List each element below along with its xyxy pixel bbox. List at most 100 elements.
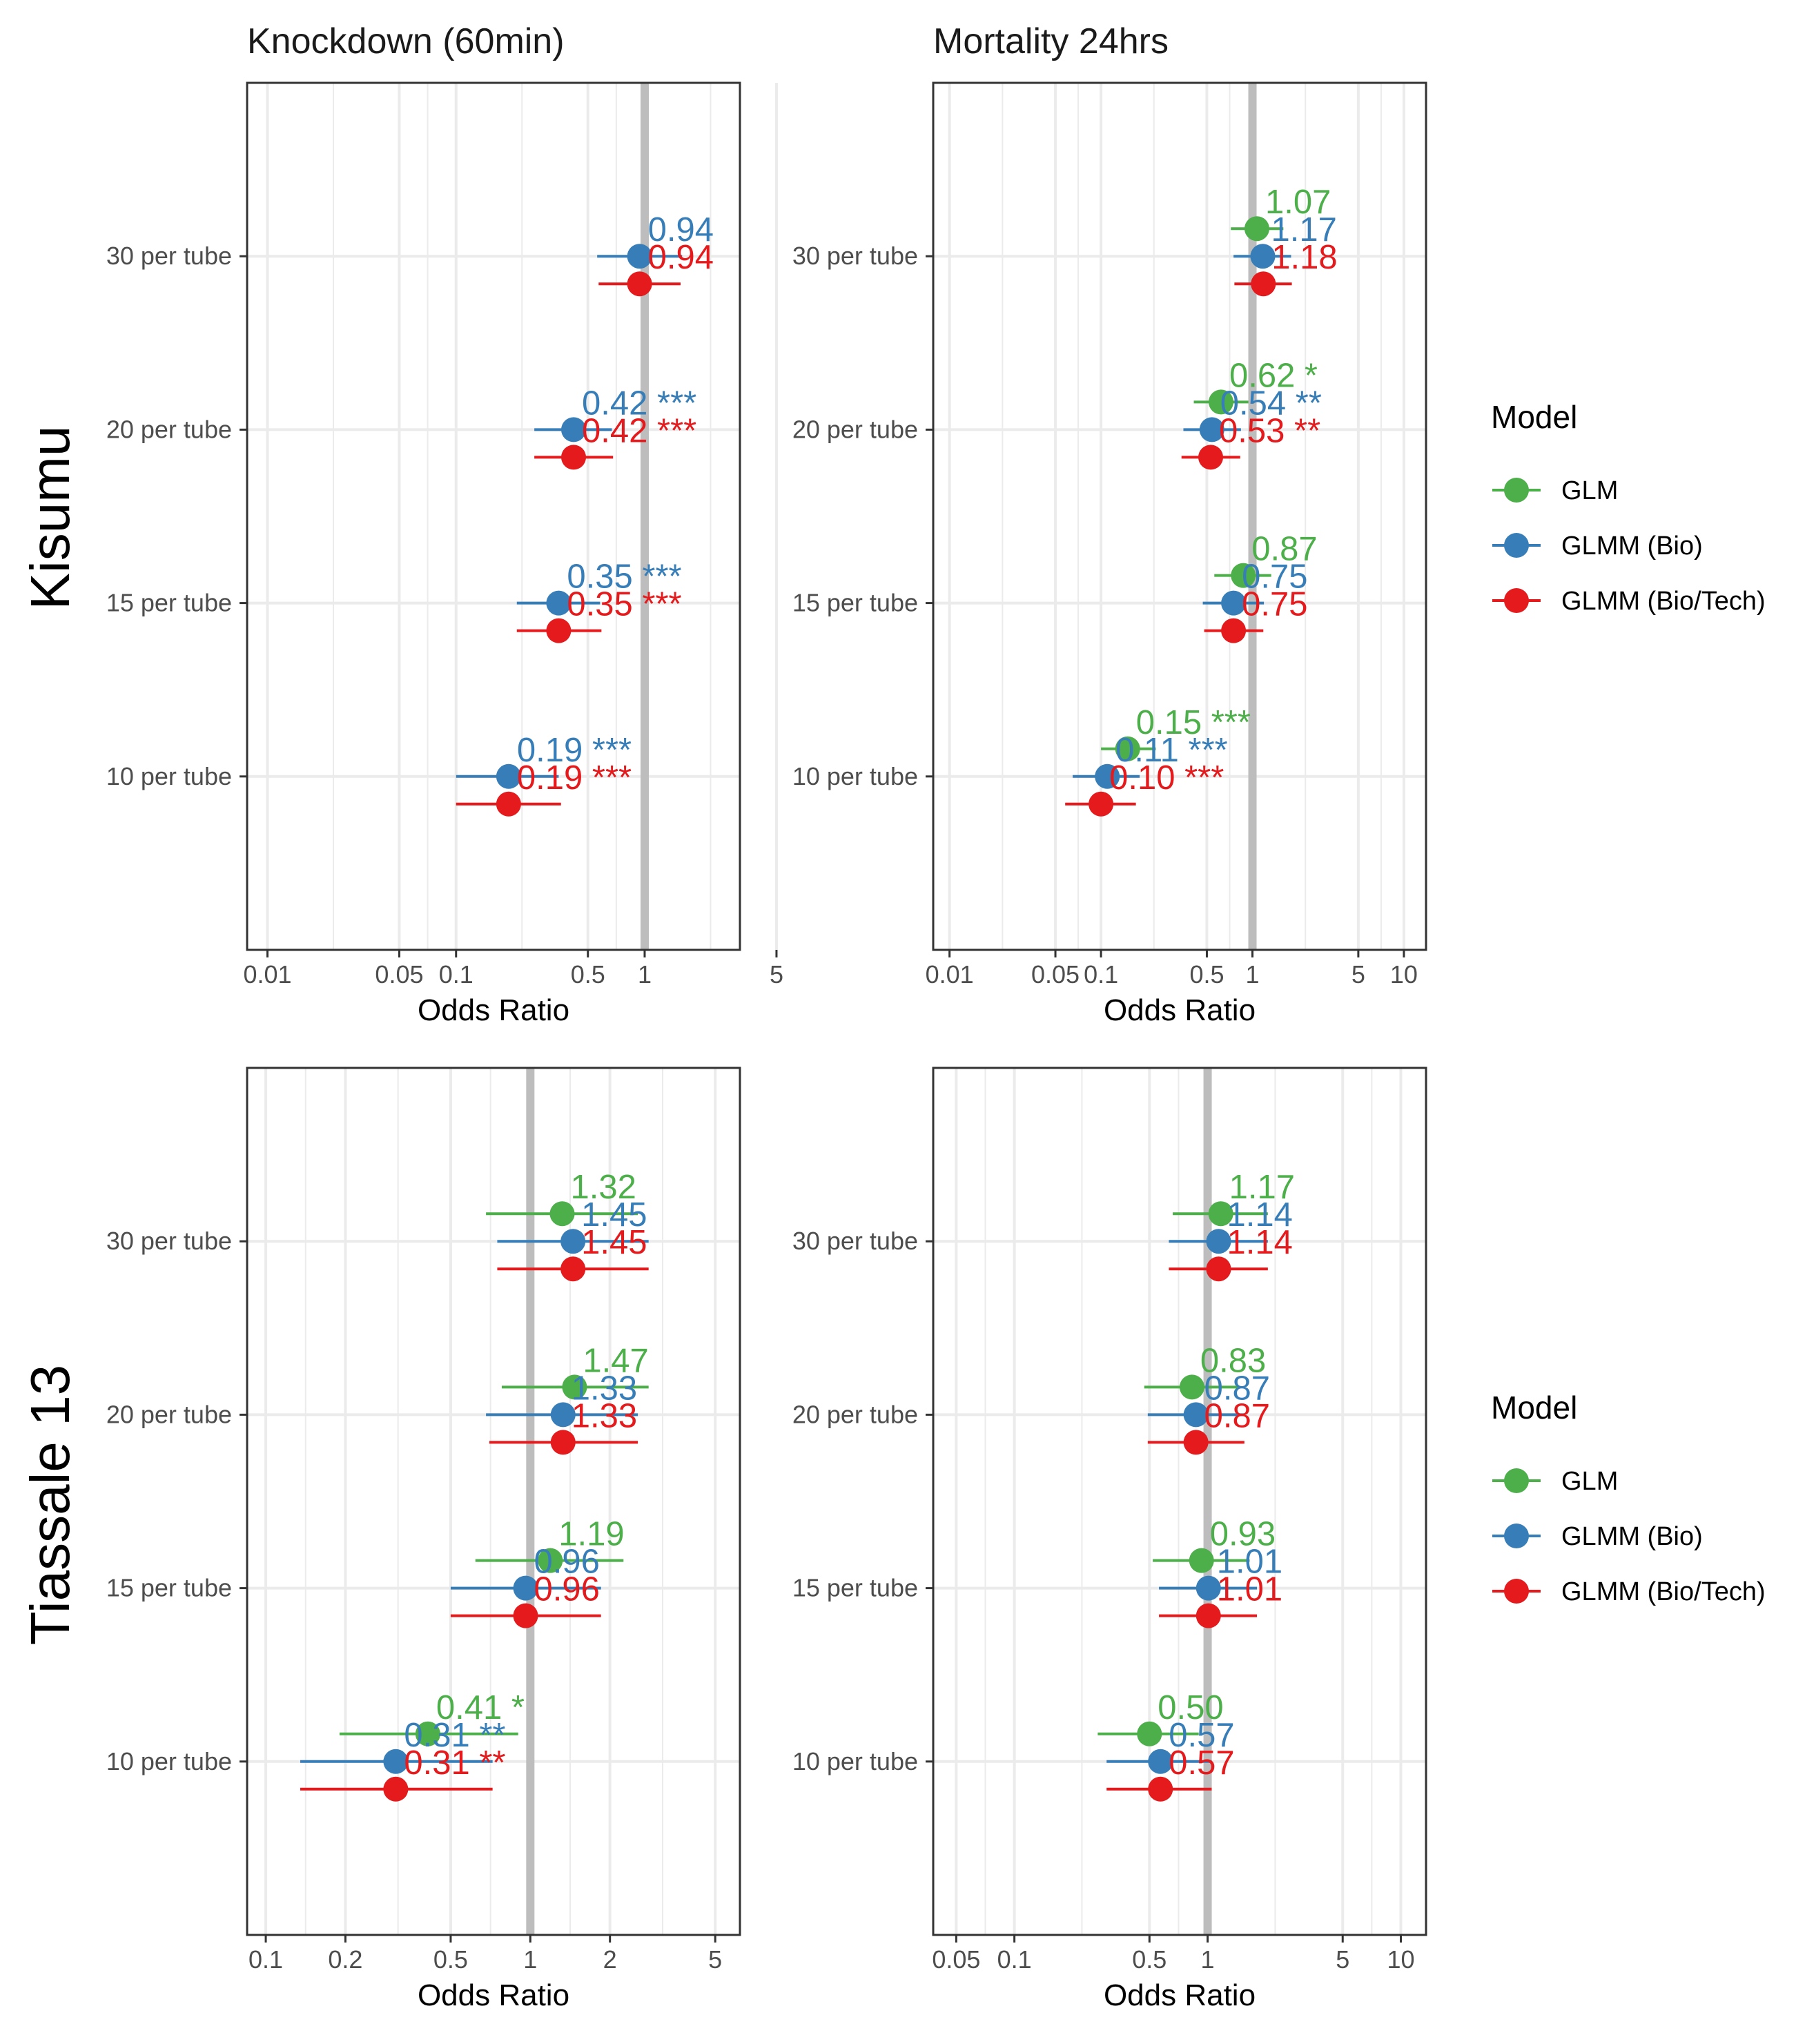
point-glmm-bio: [560, 1229, 586, 1254]
x-axis-title: Odds Ratio: [1104, 1978, 1256, 2012]
point-glmm-bio-tech: [561, 445, 587, 470]
point-glmm-bio: [1148, 1749, 1173, 1774]
estimate-label-glmm-bio-tech: 0.75: [1242, 586, 1307, 623]
legend-key-dot: [1504, 478, 1529, 503]
estimate-label-glmm-bio-tech: 0.31 **: [404, 1744, 505, 1782]
point-glmm-bio-tech: [1206, 1256, 1231, 1282]
column-title-mortality: Mortality 24hrs: [933, 21, 1169, 61]
point-glm: [1208, 1201, 1233, 1227]
point-glmm-bio-tech: [1195, 1603, 1221, 1628]
column-title-knockdown: Knockdown (60min): [247, 21, 565, 61]
estimate-label-glmm-bio: 0.54 **: [1220, 385, 1322, 422]
estimate-label-glmm-bio: 0.96: [534, 1544, 600, 1581]
estimate-label-glmm-bio-tech: 1.14: [1227, 1224, 1293, 1261]
point-glmm-bio: [383, 1749, 409, 1774]
estimate-label-glmm-bio-tech: 1.18: [1271, 239, 1337, 276]
x-tick-label: 0.1: [439, 960, 474, 989]
point-glmm-bio: [1206, 1229, 1231, 1254]
estimate-label-glmm-bio-tech: 0.57: [1169, 1744, 1234, 1782]
point-glmm-bio: [1095, 763, 1120, 789]
estimate-label-glm: 0.87: [1251, 531, 1317, 568]
x-tick-label: 5: [1351, 960, 1365, 989]
point-glm: [1179, 1374, 1204, 1400]
legend-label-glm: GLM: [1561, 476, 1618, 505]
panel-tiassale-mortality: 1.17 0.83 0.93 0.50 1.14 0.87 1.01 0.57 1.14 0.87…: [792, 1067, 1427, 2012]
legend-kisumu: Model GLM GLMM (Bio) GLMM (Bio/Tech): [1491, 399, 1766, 616]
legend-key-dot: [1504, 1524, 1529, 1548]
point-glm: [538, 1548, 563, 1573]
x-axis-title: Odds Ratio: [1104, 993, 1256, 1027]
x-tick-label: 0.1: [248, 1945, 283, 1974]
estimate-label-glmm-bio-tech: 1.01: [1217, 1571, 1282, 1608]
panel-border: [932, 81, 1427, 951]
panel-background: [247, 1068, 740, 1935]
estimate-label-glm: 1.07: [1265, 184, 1331, 221]
estimate-label-glm: 1.47: [583, 1342, 648, 1379]
y-tick-label: 30 per tube: [106, 242, 232, 270]
estimate-label-glm: 0.62 *: [1229, 357, 1318, 394]
point-glmm-bio: [546, 590, 572, 616]
legend-tiassale: Model GLM GLMM (Bio) GLMM (Bio/Tech): [1491, 1390, 1766, 1606]
estimate-label-glmm-bio: 1.17: [1271, 211, 1336, 249]
x-axis-title: Odds Ratio: [418, 993, 569, 1027]
point-glmm-bio-tech: [550, 1430, 576, 1455]
point-glmm-bio: [1221, 590, 1247, 616]
x-tick-label: 0.5: [571, 960, 605, 989]
panel-border: [932, 1067, 1427, 1936]
point-glm: [415, 1721, 440, 1746]
estimate-label-glmm-bio: 1.33: [572, 1370, 637, 1407]
row-title-tiassale: Tiassale 13: [19, 1365, 81, 1645]
panel-tiassale-knockdown: 1.32 1.47 1.19 0.41 * 1.45 1.33 0.96 0.31 ** 1.4…: [106, 1067, 741, 2012]
x-tick-label: 2: [603, 1945, 617, 1974]
legend-label-glmm-bio: GLMM (Bio): [1561, 1522, 1703, 1551]
panel-background: [933, 83, 1426, 950]
legend-key-dot: [1504, 1468, 1529, 1493]
x-tick-label: 1: [523, 1945, 537, 1974]
estimate-label-glmm-bio-tech: 0.19 ***: [517, 759, 632, 797]
point-glmm-bio: [1183, 1402, 1209, 1428]
estimate-label-glmm-bio-tech: 0.53 **: [1219, 412, 1320, 449]
point-glm: [549, 1201, 575, 1227]
legend-label-glmm-bio-tech: GLMM (Bio/Tech): [1561, 1577, 1766, 1606]
x-tick-label: 0.1: [997, 1945, 1032, 1974]
legend-label-glm: GLM: [1561, 1467, 1618, 1496]
estimate-label-glm: 1.17: [1229, 1169, 1295, 1206]
x-tick-label: 0.5: [1132, 1945, 1167, 1974]
x-tick-label: 0.01: [243, 960, 291, 989]
estimate-label-glm: 0.93: [1210, 1516, 1276, 1553]
estimate-label-glmm-bio: 0.35 ***: [567, 558, 681, 596]
point-glmm-bio-tech: [513, 1603, 538, 1628]
y-tick-label: 10 per tube: [792, 1747, 918, 1775]
point-glmm-bio: [1199, 417, 1224, 442]
legend-title: Model: [1491, 1390, 1577, 1425]
x-tick-label: 5: [1336, 1945, 1349, 1974]
x-tick-label: 0.05: [1031, 960, 1080, 989]
estimate-label-glm: 0.15 ***: [1136, 704, 1251, 741]
y-tick-label: 15 per tube: [106, 1574, 232, 1602]
estimate-label-glmm-bio-tech: 0.96: [534, 1571, 600, 1608]
point-glmm-bio: [627, 244, 652, 269]
y-tick-label: 10 per tube: [792, 762, 918, 790]
estimate-label-glm: 0.41 *: [436, 1689, 525, 1726]
x-tick-label: 0.05: [375, 960, 423, 989]
point-glmm-bio: [513, 1575, 538, 1601]
point-glmm-bio: [561, 417, 587, 442]
panel-kisumu-mortality: 1.07 0.62 * 0.87 0.15 *** 1.17 0.54 ** 0.75 0.1…: [792, 81, 1427, 1027]
estimate-label-glmm-bio-tech: 0.35 ***: [567, 586, 681, 623]
x-tick-label: 5: [708, 1945, 722, 1974]
estimate-label-glmm-bio-tech: 1.45: [581, 1224, 647, 1261]
point-glm: [1137, 1721, 1162, 1746]
legend-key-dot: [1504, 533, 1529, 558]
point-glmm-bio-tech: [1198, 445, 1224, 470]
x-axis-title: Odds Ratio: [418, 1978, 569, 2012]
y-tick-label: 30 per tube: [792, 1227, 918, 1255]
estimate-label-glm: 0.50: [1158, 1689, 1223, 1726]
x-tick-label: 5: [770, 960, 783, 989]
estimate-label-glmm-bio: 0.31 **: [404, 1717, 505, 1754]
y-tick-label: 15 per tube: [106, 589, 232, 617]
point-glm: [1115, 736, 1140, 761]
estimate-label-glmm-bio: 0.42 ***: [582, 385, 696, 422]
x-tick-label: 0.1: [1084, 960, 1118, 989]
estimate-label-glmm-bio: 0.11 ***: [1115, 732, 1228, 769]
point-glm: [1244, 216, 1269, 242]
